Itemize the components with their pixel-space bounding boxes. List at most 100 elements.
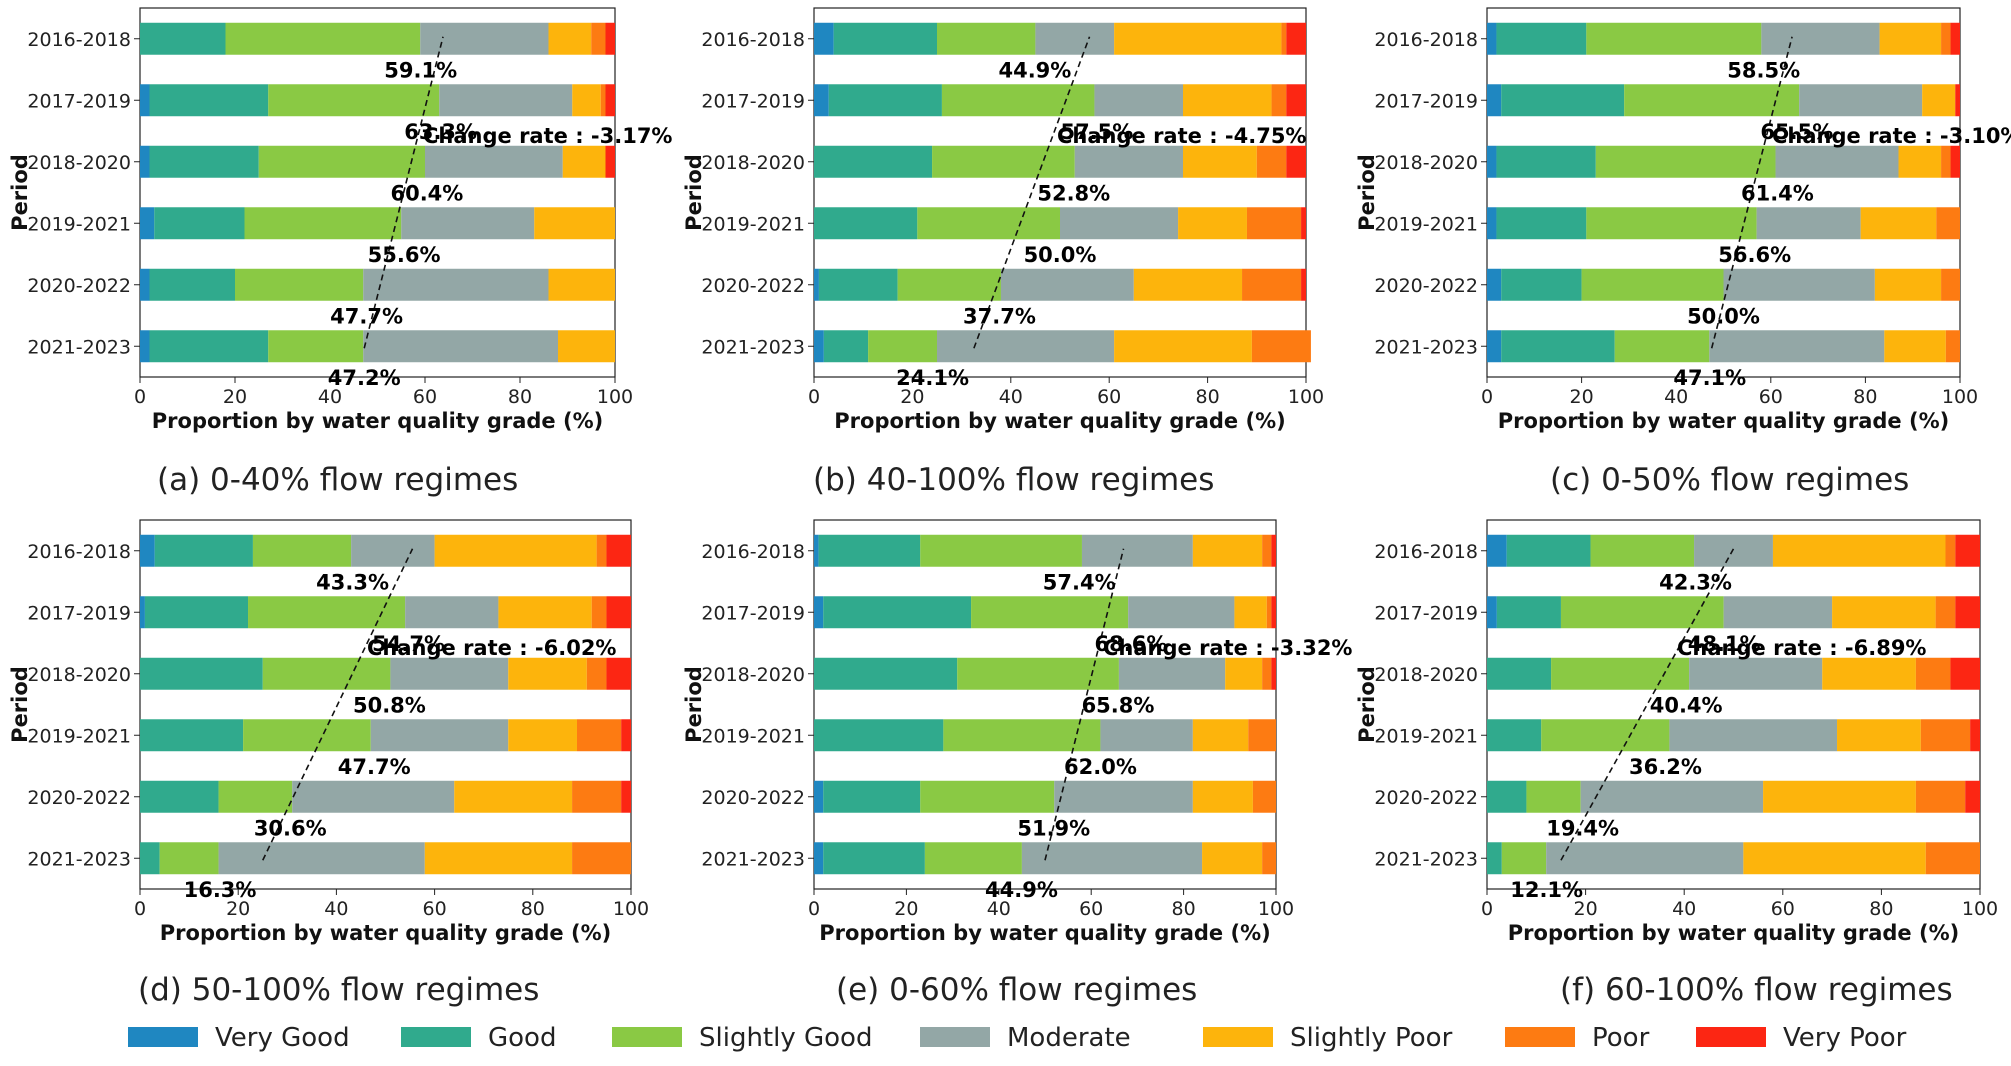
bar-segment: [814, 596, 824, 629]
bar-segment: [814, 719, 944, 752]
y-tick-label: 2021-2023: [701, 336, 805, 358]
bar-segment: [1271, 657, 1276, 690]
y-tick-label: 2018-2020: [27, 152, 131, 174]
x-tick-label: 20: [223, 386, 247, 408]
bar-segment: [149, 145, 259, 178]
legend-swatch: [612, 1027, 682, 1047]
x-axis-label: Proportion by water quality grade (%): [834, 409, 1285, 433]
legend-swatch: [1505, 1027, 1575, 1047]
bar-segment: [1178, 207, 1247, 240]
bar-segment: [1950, 22, 1960, 55]
y-tick-label: 2017-2019: [27, 602, 131, 624]
bar-segment: [1301, 207, 1306, 240]
bar-segment: [268, 330, 364, 363]
bar-segment: [140, 330, 150, 363]
bar-segment: [1709, 330, 1885, 363]
bar-segment: [1262, 657, 1272, 690]
bar-segment: [425, 145, 563, 178]
change-rate-label: Change rate : -6.89%: [1677, 636, 1926, 660]
y-tick-label: 2020-2022: [1374, 275, 1478, 297]
good-share-label: 50.0%: [1687, 305, 1760, 329]
trend-line: [363, 36, 444, 349]
bar-segment: [424, 842, 573, 875]
bar-segment: [1246, 207, 1302, 240]
x-axis-label: Proportion by water quality grade (%): [1508, 921, 1959, 945]
bar-segment: [1487, 534, 1507, 567]
bar-segment: [1837, 719, 1921, 752]
bar-segment: [1624, 84, 1800, 117]
legend-item: Poor: [1505, 1023, 1650, 1053]
bar-segment: [1054, 780, 1193, 813]
good-share-label: 43.3%: [316, 571, 389, 595]
legend-label: Slightly Good: [699, 1023, 872, 1053]
bar-segment: [1074, 145, 1183, 178]
bar-segment: [1965, 780, 1980, 813]
bar-segment: [1915, 780, 1966, 813]
bar-segment: [548, 22, 592, 55]
good-share-label: 24.1%: [896, 366, 969, 390]
good-share-label: 65.5%: [1760, 120, 1833, 144]
bar-segment: [1541, 719, 1670, 752]
plot-frame: [813, 519, 1277, 890]
plot-frame: [1486, 7, 1961, 378]
bar-segment: [1234, 596, 1267, 629]
legend-item: Slightly Poor: [1203, 1023, 1453, 1053]
bar-segment: [1761, 22, 1880, 55]
good-share-label: 36.2%: [1629, 755, 1702, 779]
bar-segment: [1945, 330, 1960, 363]
bar-group: [140, 534, 631, 875]
bar-segment: [818, 268, 898, 301]
bar-segment: [1487, 657, 1552, 690]
bar-segment: [1487, 84, 1502, 117]
legend-swatch: [1696, 1027, 1766, 1047]
good-share-label: 44.9%: [998, 59, 1071, 83]
bar-segment: [814, 780, 824, 813]
bar-segment: [235, 268, 364, 301]
legend-label: Good: [488, 1023, 556, 1053]
plot-frame: [1486, 519, 1981, 890]
bar-segment: [1252, 780, 1276, 813]
bar-segment: [351, 534, 435, 567]
chart-panel: 2016-20182017-20192018-20202019-20212020…: [8, 519, 649, 1008]
bar-segment: [1799, 84, 1923, 117]
panel-caption: (a) 0-40% flow regimes: [157, 462, 518, 498]
bar-segment: [1526, 780, 1581, 813]
x-tick-label: 40: [318, 386, 342, 408]
x-tick-label: 40: [999, 386, 1023, 408]
bar-segment: [149, 268, 235, 301]
good-share-label: 50.0%: [1024, 243, 1097, 267]
bar-segment: [937, 22, 1036, 55]
bar-segment: [1251, 330, 1311, 363]
good-share-label: 57.5%: [1060, 120, 1133, 144]
legend-item: Good: [401, 1023, 556, 1053]
x-axis-label: Proportion by water quality grade (%): [1498, 409, 1949, 433]
x-tick-label: 80: [521, 898, 545, 920]
bar-segment: [823, 842, 925, 875]
change-rate-label: Change rate : -3.32%: [1103, 636, 1352, 660]
bar-segment: [1915, 657, 1951, 690]
y-tick-label: 2021-2023: [1374, 848, 1478, 870]
bar-segment: [1669, 719, 1838, 752]
bar-segment: [149, 330, 269, 363]
bar-segment: [401, 207, 535, 240]
legend-swatch: [128, 1027, 198, 1047]
bar-segment: [1756, 207, 1861, 240]
bar-segment: [1763, 780, 1916, 813]
legend-label: Moderate: [1007, 1023, 1131, 1053]
y-tick-label: 2019-2021: [27, 725, 131, 747]
legend-label: Very Poor: [1783, 1023, 1907, 1053]
x-tick-label: 60: [1771, 898, 1795, 920]
bar-segment: [149, 84, 269, 117]
bar-segment: [1487, 330, 1502, 363]
bar-segment: [508, 719, 577, 752]
x-tick-label: 60: [413, 386, 437, 408]
bar-segment: [243, 719, 371, 752]
bar-segment: [1118, 657, 1226, 690]
bar-group: [140, 22, 615, 363]
good-share-label: 65.8%: [1082, 694, 1155, 718]
legend-label: Slightly Poor: [1290, 1023, 1453, 1053]
bar-segment: [140, 84, 150, 117]
bar-segment: [1950, 657, 1980, 690]
y-tick-label: 2017-2019: [701, 602, 805, 624]
